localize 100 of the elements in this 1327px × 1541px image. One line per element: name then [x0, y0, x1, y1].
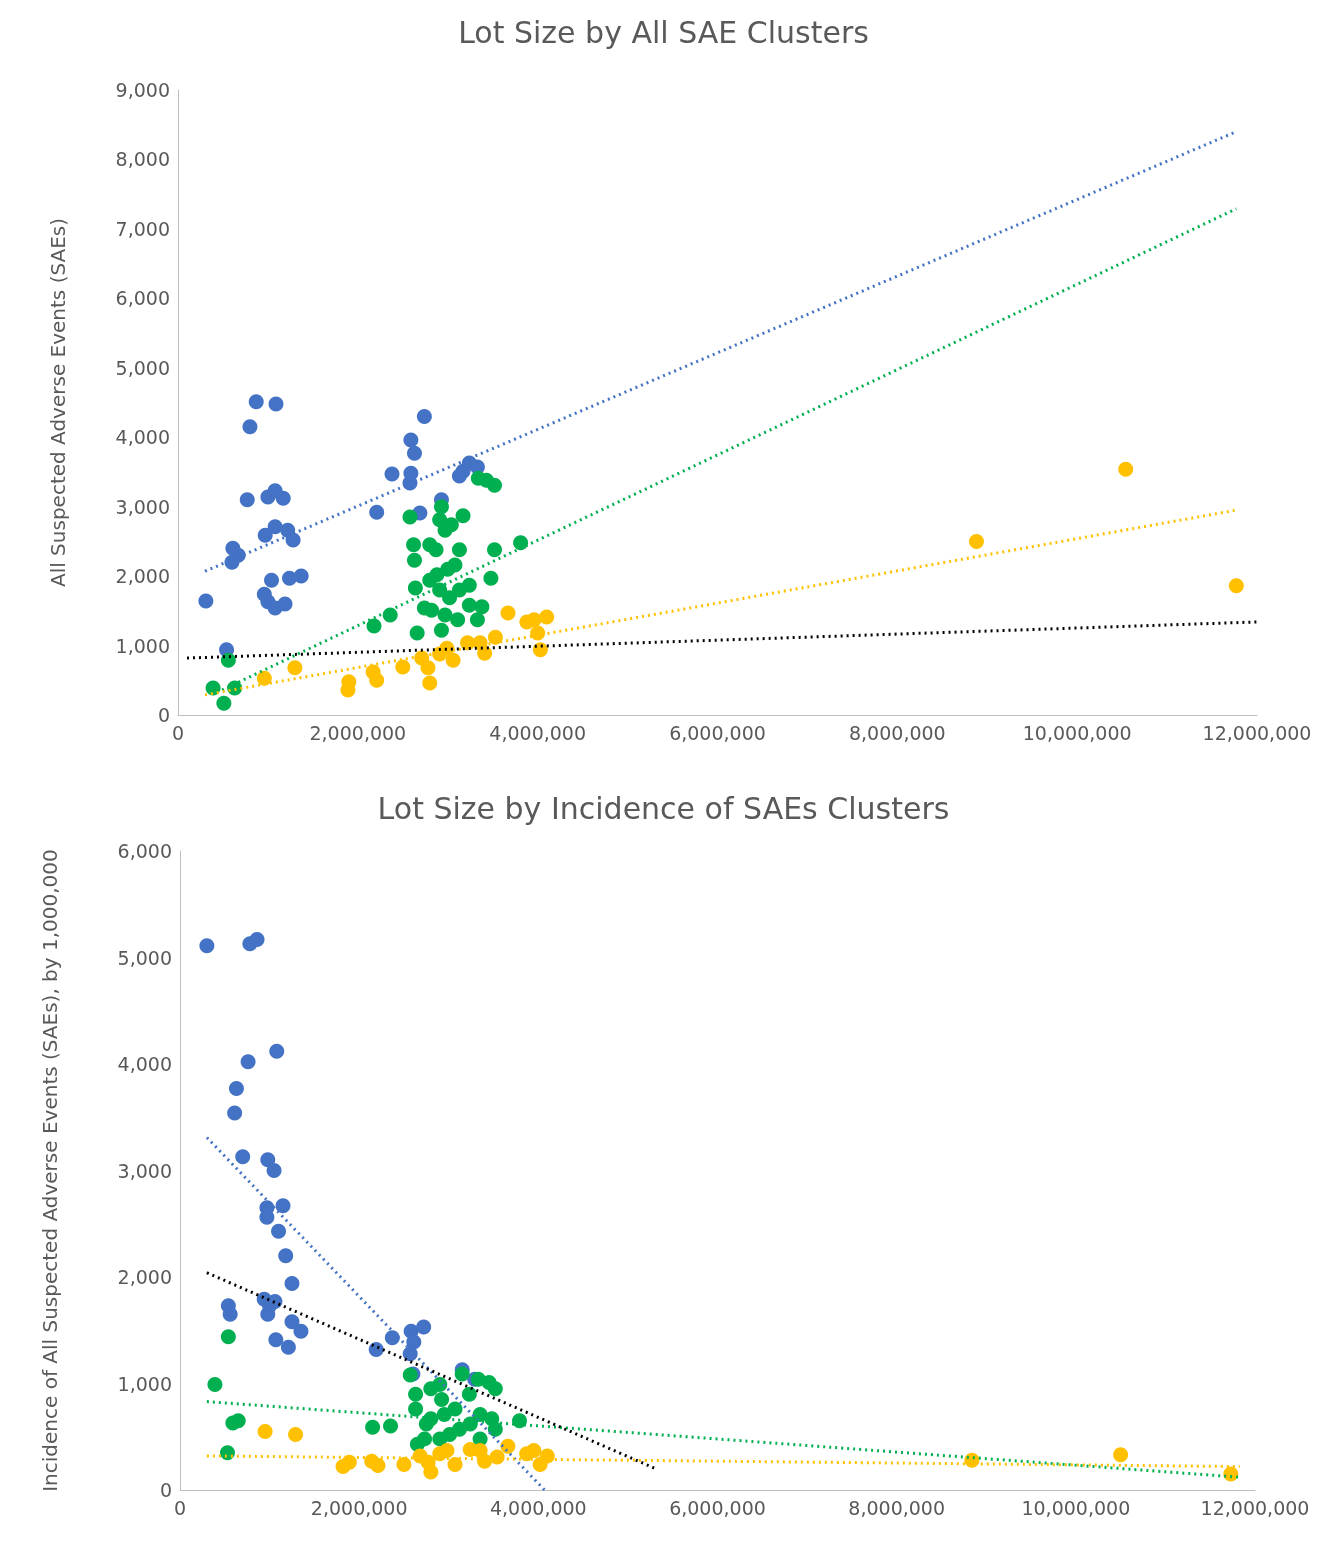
- point: [205, 680, 221, 696]
- point: [968, 533, 984, 549]
- point: [239, 492, 255, 508]
- point: [249, 931, 265, 947]
- point: [416, 1319, 432, 1335]
- chart-title: Lot Size by Incidence of SAEs Clusters: [377, 790, 950, 826]
- point: [269, 1043, 285, 1059]
- point: [384, 1330, 400, 1346]
- point: [455, 508, 471, 524]
- point: [483, 570, 499, 586]
- point: [461, 597, 477, 613]
- point: [423, 1464, 439, 1480]
- y-tick-label: 1,000: [115, 634, 170, 657]
- point: [530, 625, 546, 641]
- chart-title: Lot Size by All SAE Clusters: [458, 14, 869, 50]
- point: [369, 504, 385, 520]
- point: [487, 629, 503, 645]
- point: [432, 1431, 448, 1447]
- x-tick-label: 12,000,000: [1202, 721, 1312, 744]
- x-tick-label: 8,000,000: [848, 721, 946, 744]
- point: [408, 1401, 424, 1417]
- point: [198, 593, 214, 609]
- point: [408, 1386, 424, 1402]
- point: [406, 537, 422, 553]
- point: [487, 477, 503, 493]
- point: [420, 660, 436, 676]
- y-tick-label: 6,000: [117, 840, 172, 862]
- point: [395, 659, 411, 675]
- point: [396, 1456, 412, 1472]
- point: [227, 1105, 243, 1121]
- point: [452, 1421, 467, 1437]
- point: [278, 1248, 294, 1264]
- point: [257, 1423, 273, 1439]
- point: [512, 1413, 528, 1429]
- point: [224, 554, 240, 570]
- point: [1228, 578, 1244, 594]
- y-tick-label: 2,000: [117, 1266, 172, 1288]
- point: [248, 394, 264, 410]
- point: [382, 607, 398, 623]
- point: [384, 466, 400, 482]
- point: [242, 419, 258, 435]
- point: [451, 468, 467, 484]
- x-tick-label: 6,000,000: [669, 721, 766, 744]
- point: [532, 642, 548, 658]
- point: [461, 577, 477, 593]
- point: [432, 1377, 448, 1393]
- point: [407, 445, 422, 461]
- point: [539, 1448, 555, 1464]
- point: [442, 590, 458, 606]
- point: [422, 675, 438, 691]
- point: [429, 567, 445, 583]
- x-tick-label: 2,000,000: [309, 721, 407, 744]
- point: [454, 1366, 470, 1382]
- point: [447, 1456, 463, 1472]
- point: [267, 519, 283, 535]
- point: [220, 1329, 236, 1345]
- point: [280, 1339, 296, 1355]
- point: [477, 645, 493, 661]
- point: [469, 612, 485, 628]
- point: [437, 607, 453, 623]
- point: [266, 1163, 282, 1178]
- point: [461, 1386, 477, 1402]
- y-axis-title: All Suspected Adverse Events (SAEs): [46, 217, 70, 588]
- point: [407, 552, 422, 568]
- point: [1118, 461, 1134, 477]
- point: [407, 580, 423, 596]
- x-tick-label: 4,000,000: [489, 721, 587, 744]
- point: [433, 499, 449, 515]
- point: [219, 1445, 235, 1461]
- point: [402, 1346, 418, 1362]
- point: [1113, 1447, 1129, 1463]
- point: [260, 1152, 276, 1168]
- point: [275, 1198, 291, 1214]
- point: [487, 542, 503, 558]
- point: [230, 1413, 246, 1429]
- point: [287, 660, 303, 676]
- point: [487, 1421, 503, 1437]
- point: [293, 1323, 309, 1339]
- point: [284, 1275, 300, 1291]
- point: [368, 1341, 384, 1357]
- point: [417, 1431, 433, 1447]
- y-tick-label: 4,000: [117, 1053, 172, 1075]
- y-tick-label: 0: [159, 1479, 172, 1501]
- point: [216, 695, 232, 711]
- x-tick-label: 2,000,000: [310, 1496, 408, 1519]
- point: [418, 1416, 434, 1432]
- point: [264, 572, 280, 588]
- point: [268, 1332, 284, 1348]
- point: [500, 1438, 516, 1454]
- x-tick-label: 6,000,000: [669, 1496, 766, 1519]
- y-tick-label: 5,000: [117, 946, 172, 969]
- point: [288, 1427, 304, 1443]
- point: [450, 612, 466, 628]
- point: [451, 542, 467, 558]
- point: [285, 532, 301, 548]
- point: [416, 408, 432, 424]
- point: [271, 1223, 287, 1239]
- point: [403, 432, 419, 448]
- point: [402, 509, 418, 525]
- y-axis-title: Incidence of All Suspected Adverse Events (SAEs), by 1,000,000: [38, 849, 62, 1492]
